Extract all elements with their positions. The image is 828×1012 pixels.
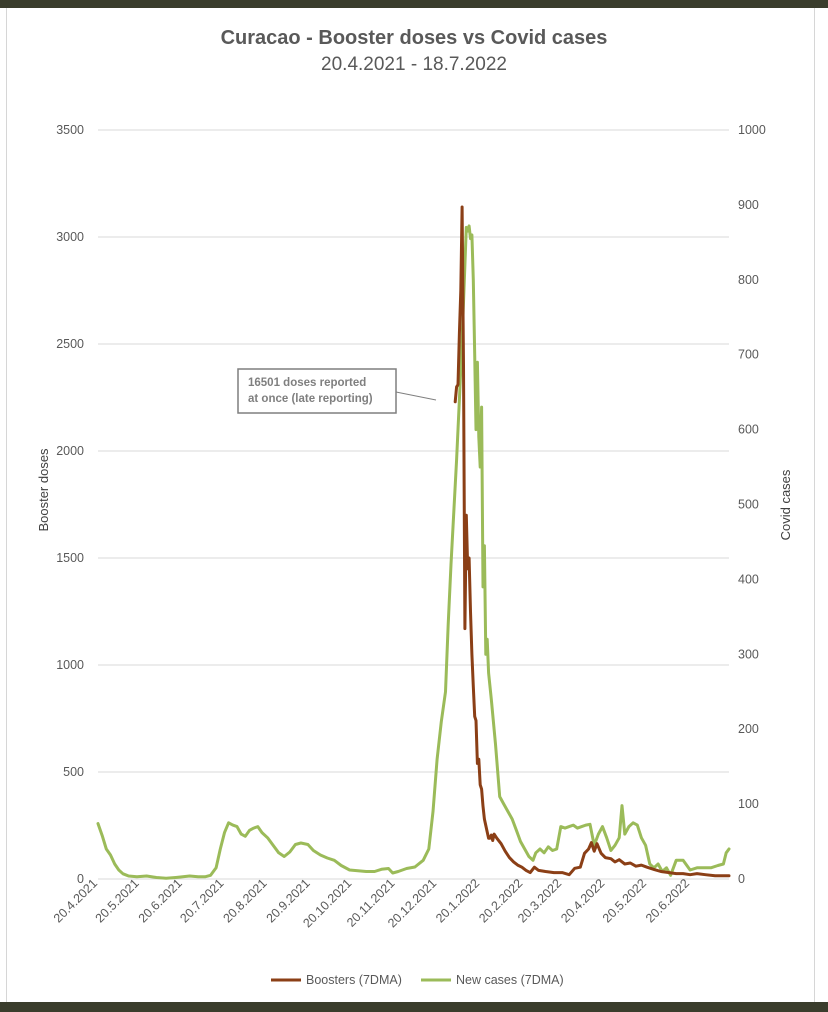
right-tick-label: 1000 [738,123,766,137]
right-tick-label: 900 [738,198,759,212]
legend-label-boosters: Boosters (7DMA) [306,973,402,987]
left-tick-label: 3500 [56,123,84,137]
legend: Boosters (7DMA) New cases (7DMA) [271,973,564,987]
annotation-leader-line [395,391,437,401]
right-tick-label: 300 [738,647,759,661]
annotation-line-1: 16501 doses reported [248,377,366,389]
right-tick-label: 700 [738,348,759,362]
x-tick-label: 20.6.2022 [643,876,692,925]
x-axis-ticks: 20.4.202120.5.202120.6.202120.7.202120.8… [51,876,692,930]
legend-label-cases: New cases (7DMA) [456,973,564,987]
x-tick-label: 20.7.2021 [177,876,226,925]
left-tick-label: 500 [63,765,84,779]
series-lines [96,205,731,880]
frame-bottom-bar [0,1002,828,1012]
right-tick-label: 600 [738,423,759,437]
right-tick-label: 0 [738,872,745,886]
left-tick-label: 2000 [56,444,84,458]
annotation-line-2: at once (late reporting) [248,393,373,405]
right-tick-label: 200 [738,722,759,736]
frame-left-border [6,8,7,1002]
x-tick-label: 20.4.2022 [558,876,607,925]
chart-title: Curacao - Booster doses vs Covid cases [221,27,608,49]
right-tick-label: 400 [738,572,759,586]
x-tick-label: 20.1.2022 [433,876,482,925]
left-tick-label: 3000 [56,230,84,244]
right-tick-label: 800 [738,273,759,287]
annotation-callout: 16501 doses reported at once (late repor… [237,368,437,414]
right-axis-label: Covid cases [778,469,793,540]
left-tick-label: 2500 [56,337,84,351]
x-tick-label: 20.6.2021 [136,876,185,925]
left-tick-label: 1000 [56,658,84,672]
left-axis-ticks: 0 500 1000 1500 2000 2500 3000 3500 [56,123,84,886]
chart-subtitle: 20.4.2021 - 18.7.2022 [321,54,507,75]
series-line-boosters [453,205,731,878]
left-tick-label: 1500 [56,551,84,565]
left-tick-label: 0 [77,872,84,886]
left-axis-label: Booster doses [36,448,51,532]
right-tick-label: 100 [738,797,759,811]
gridlines [98,129,729,880]
frame-top-bar [0,0,828,8]
x-tick-label: 20.5.2022 [600,876,649,925]
x-tick-label: 20.8.2021 [220,876,269,925]
frame-right-border [814,8,815,1002]
x-tick-label: 20.4.2021 [51,876,100,925]
series-line-cases [96,224,731,880]
right-axis-ticks: 0 100 200 300 400 500 600 700 800 900 1000 [738,123,766,886]
right-tick-label: 500 [738,498,759,512]
x-tick-label: 20.5.2021 [93,876,142,925]
annotation-box [237,368,397,414]
